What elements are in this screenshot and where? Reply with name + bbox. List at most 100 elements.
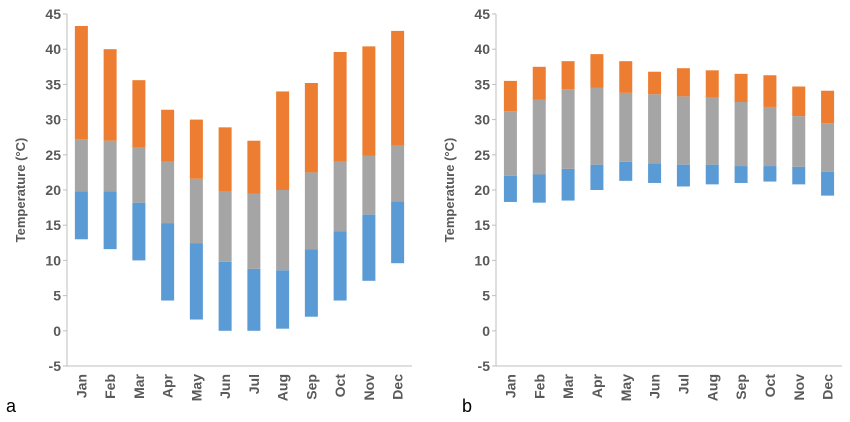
y-tick-label: 45 xyxy=(474,6,490,22)
y-tick-label: -5 xyxy=(49,358,62,374)
bar-segment-low xyxy=(705,164,719,185)
bar-segment-low xyxy=(590,164,604,190)
bar-segment-high xyxy=(103,49,117,141)
y-tick-label: 5 xyxy=(53,288,61,304)
bar-segment-mid xyxy=(763,106,777,167)
x-tick-label: May xyxy=(618,374,634,401)
x-tick-label: Jan xyxy=(502,374,518,398)
bar-segment-low xyxy=(648,163,662,183)
bar-segment-high xyxy=(391,30,405,146)
bar-segment-mid xyxy=(705,97,719,165)
bar-segment-mid xyxy=(132,147,146,203)
y-axis-label: Temperature (°C) xyxy=(13,138,28,243)
bar-segment-mid xyxy=(333,161,347,232)
y-tick-label: 45 xyxy=(45,6,61,22)
bar-segment-mid xyxy=(391,145,405,202)
bar-segment-mid xyxy=(676,96,690,165)
bar-segment-low xyxy=(218,261,232,331)
x-tick-label: Feb xyxy=(531,374,547,399)
x-tick-label: Mar xyxy=(131,373,147,398)
bar-segment-low xyxy=(189,243,203,320)
y-tick-label: 35 xyxy=(474,76,490,92)
bar-segment-mid xyxy=(247,193,261,269)
bar-segment-high xyxy=(590,54,604,88)
bar-segment-high xyxy=(503,80,517,112)
bar-segment-high xyxy=(619,61,633,93)
bar-segment-high xyxy=(561,61,575,90)
bar-segment-mid xyxy=(532,99,546,175)
chart-a: -5 0 5 10 15 20 25 30 35 40 45 Temperature (°C) Jan F… xyxy=(13,6,412,401)
bar-segment-low xyxy=(161,223,175,301)
y-tick-label: 5 xyxy=(482,288,490,304)
y-tick-label: 35 xyxy=(45,76,61,92)
bar-segment-mid xyxy=(304,172,318,250)
bar-segment-high xyxy=(276,91,290,190)
x-tick-label: Jun xyxy=(647,374,663,399)
bar-segment-mid xyxy=(276,190,290,271)
bar-segment-high xyxy=(821,90,835,124)
bar-segment-high xyxy=(532,66,546,100)
bar-segment-mid xyxy=(103,140,117,192)
bar-segment-mid xyxy=(218,191,232,262)
bar-segment-high xyxy=(705,70,719,98)
bar-segment-high xyxy=(333,52,347,162)
bar-segment-low xyxy=(792,166,806,185)
bar-segment-low xyxy=(763,166,777,182)
bar-segment-mid xyxy=(503,111,517,176)
bar-segment-mid xyxy=(648,94,662,164)
y-tick-label: 30 xyxy=(45,112,61,128)
bar-segment-mid xyxy=(734,102,748,167)
y-axis-label: Temperature (°C) xyxy=(442,138,457,243)
y-tick-label: 25 xyxy=(45,147,61,163)
y-tick-label: 15 xyxy=(474,217,490,233)
x-tick-label: Nov xyxy=(361,374,377,401)
chart-b: -5 0 5 10 15 20 25 30 35 40 45 Temperature (°C) Jan F… xyxy=(442,6,842,401)
y-tick-label: 40 xyxy=(45,41,61,57)
y-tick-label: -5 xyxy=(478,358,491,374)
bar-segment-high xyxy=(676,68,690,97)
bar-segment-low xyxy=(619,161,633,181)
x-tick-label: Dec xyxy=(820,374,836,400)
x-tick-label: Oct xyxy=(332,374,348,398)
bar-segment-low xyxy=(304,249,318,317)
bar-segment-mid xyxy=(821,123,835,172)
bar-segment-low xyxy=(676,164,690,187)
bar-segment-high xyxy=(362,46,376,156)
bar-segment-high xyxy=(734,73,748,102)
panel-label-a: a xyxy=(6,396,17,416)
y-tick-label: 30 xyxy=(474,112,490,128)
y-tick-label: 15 xyxy=(45,217,61,233)
x-tick-label: Dec xyxy=(390,374,406,400)
y-tick-label: 0 xyxy=(53,323,61,339)
bar-segment-low xyxy=(247,268,261,331)
bar-segment-high xyxy=(74,25,88,140)
bar-segment-high xyxy=(792,86,806,117)
y-tick-label: 10 xyxy=(45,252,61,268)
y-tick-label: 20 xyxy=(45,182,61,198)
bar-segment-mid xyxy=(619,92,633,162)
y-tick-label: 20 xyxy=(474,182,490,198)
x-tick-label: May xyxy=(188,374,204,401)
y-tick-label: 40 xyxy=(474,41,490,57)
bar-segment-mid xyxy=(561,89,575,169)
bar-segment-low xyxy=(734,166,748,183)
bar-segment-mid xyxy=(590,87,604,165)
y-tick-label: 0 xyxy=(482,323,490,339)
x-tick-label: Jan xyxy=(73,374,89,398)
bar-segment-high xyxy=(304,82,318,173)
bar-segment-mid xyxy=(362,155,376,215)
x-tick-label: Feb xyxy=(102,374,118,399)
bar-segment-low xyxy=(391,201,405,264)
x-tick-label: Apr xyxy=(160,373,176,398)
bar-segment-low xyxy=(821,171,835,196)
bar-segment-low xyxy=(362,214,376,281)
bar-segment-low xyxy=(503,175,517,202)
bar-segment-high xyxy=(132,80,146,148)
bar-segment-low xyxy=(333,231,347,301)
x-tick-label: Sep xyxy=(733,374,749,400)
bar-segment-high xyxy=(648,71,662,95)
x-tick-label: Jun xyxy=(217,374,233,399)
bar-segment-low xyxy=(74,191,88,240)
x-tick-label: Jul xyxy=(675,374,691,394)
